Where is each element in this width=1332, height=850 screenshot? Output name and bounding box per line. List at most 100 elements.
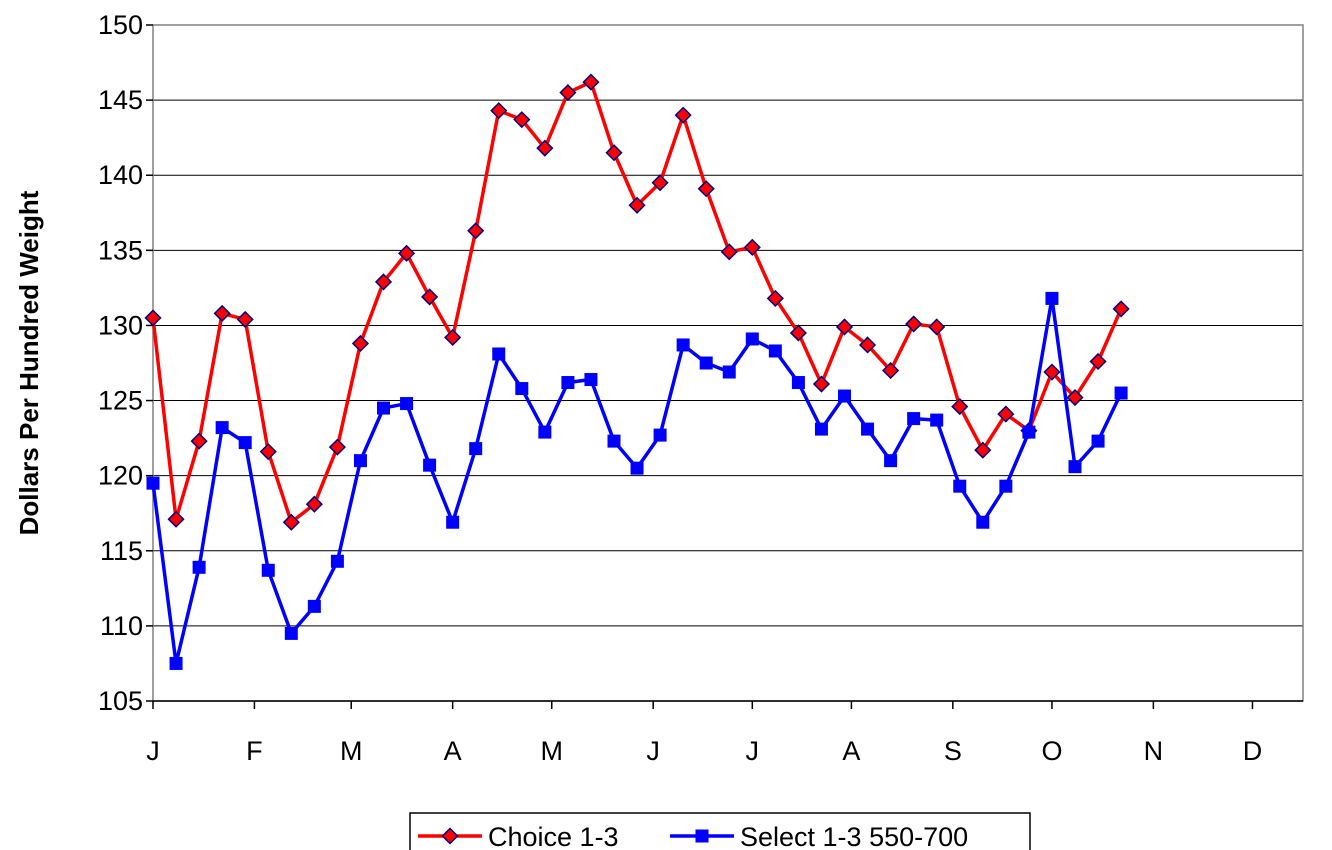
data-point [377,401,390,415]
data-point [582,73,600,91]
data-point [997,405,1015,423]
data-point [1112,300,1130,318]
x-tick-label: F [246,736,263,766]
data-point [699,356,713,370]
data-point [238,436,252,450]
data-point [607,434,621,448]
data-point [421,288,439,306]
data-point [213,304,231,322]
data-point [1066,388,1084,407]
x-tick-label: J [646,736,660,766]
series-group [144,73,1130,670]
legend-marker [695,829,709,843]
data-point [1068,460,1082,474]
data-point [397,244,416,262]
series-select [146,291,1128,670]
data-point [490,102,508,120]
data-point [1089,352,1107,371]
data-point [628,196,646,214]
data-point [236,310,254,328]
x-tick-label: N [1144,736,1164,766]
data-point [259,443,277,461]
legend-box [409,812,1031,850]
data-point [928,318,946,336]
legend-item: Choice 1-3 [418,822,619,850]
data-point [768,344,782,358]
data-point [791,376,805,390]
series-line [151,296,1123,666]
legend-item: Select 1-3 550-700 [670,822,968,850]
data-point [261,563,275,577]
data-point [146,476,160,490]
x-tick-label: A [842,736,860,766]
y-axis: 105 110 115 120 125 130 135 140 145 150 [98,10,153,716]
data-point [1043,363,1061,381]
data-point [676,338,690,352]
data-point [653,428,667,442]
data-point [976,515,990,529]
data-point [513,111,531,129]
data-point [1114,386,1128,400]
data-point [192,560,206,574]
data-point [789,324,807,342]
data-point [351,334,370,353]
y-axis-title: Dollars Per Hundred Weight [14,190,44,535]
data-point [697,180,715,198]
data-point [861,422,875,436]
data-point [651,174,669,192]
x-tick-label: J [746,736,760,766]
data-point [1022,425,1036,439]
data-point [330,554,344,568]
legend-label: Choice 1-3 [488,822,619,850]
data-point [305,495,323,513]
data-point [743,238,761,256]
data-point [307,599,321,613]
x-tick-label: M [340,736,363,766]
data-point [215,421,229,435]
data-point [469,442,483,456]
legend-marker [441,827,459,845]
data-point [674,106,692,124]
data-point [999,479,1013,493]
x-tick-label: J [146,736,160,766]
x-tick-label: O [1041,736,1062,766]
data-point [467,222,485,240]
data-point [561,376,575,390]
y-tick-label: 145 [98,85,143,115]
data-point [812,375,831,393]
data-point [907,412,921,426]
plot-area [152,24,1304,702]
series-choice [144,73,1130,531]
data-point [584,373,598,387]
y-tick-label: 130 [98,310,143,340]
data-point [905,315,923,333]
y-tick-label: 135 [98,235,143,265]
data-point [722,365,736,379]
data-point [492,347,506,361]
data-point [605,144,623,162]
data-point [190,432,208,450]
data-point [353,454,367,468]
legend: Choice 1-3 Select 1-3 550-700 [409,812,1031,850]
data-point [444,328,462,347]
data-point [1045,291,1059,305]
y-tick-label: 140 [98,160,143,190]
data-point [446,515,460,529]
data-point [835,318,854,336]
data-point [536,139,554,157]
data-point [884,454,898,468]
data-point [167,510,185,528]
gridlines [153,24,1303,627]
data-point [858,336,877,354]
data-point [720,243,738,261]
data-point [930,413,944,427]
y-tick-label: 120 [98,461,143,491]
data-point [1091,434,1105,448]
y-tick-label: 105 [98,686,143,716]
y-tick-label: 110 [100,611,143,641]
data-point [282,513,300,531]
data-point [538,425,552,439]
y-tick-label: 150 [98,10,143,40]
legend-label: Select 1-3 550-700 [740,822,968,850]
